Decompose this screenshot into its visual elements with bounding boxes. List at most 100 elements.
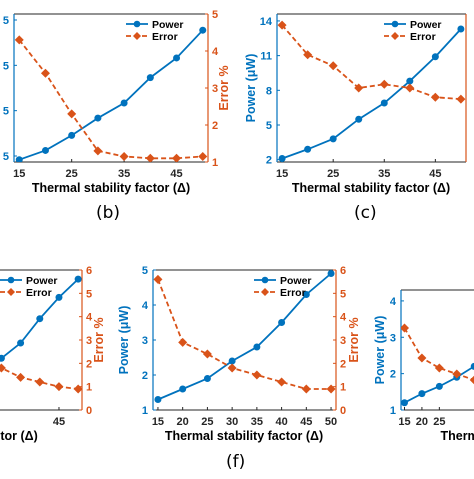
series-line-b-power [18, 29, 204, 161]
legend-marker-e-0 [7, 276, 15, 284]
point-e-power-4 [17, 339, 25, 347]
point-e-error-7 [73, 384, 82, 394]
point-f-power-2 [203, 375, 211, 382]
y-right-tick-label-f-4: 4 [340, 312, 347, 324]
y-left-tick-label-b-2: 5 [3, 60, 9, 72]
legend-label-f-1: Error [280, 287, 306, 299]
y-right-tick-label-b-0: 1 [212, 157, 218, 169]
point-f-power-3 [228, 357, 236, 365]
y-right-label-e: Error % [92, 317, 106, 362]
point-f-error-1 [178, 337, 188, 347]
y-left-tick-label-b-0: 5 [3, 151, 9, 163]
legend-marker-f-1 [261, 288, 269, 296]
y-left-tick-label-b-3: 5 [3, 15, 9, 27]
point-g-error-4 [469, 375, 474, 385]
point-c-error-7 [456, 94, 466, 104]
y-left-tick-label-g-3: 4 [390, 296, 397, 308]
x-tick-label-f-5: 40 [275, 416, 287, 428]
x-tick-label-g-2: 25 [433, 416, 445, 428]
point-c-error-1 [303, 50, 313, 60]
legend-marker-f-0 [261, 276, 269, 284]
legend-label-c-1: Error [410, 31, 436, 43]
x-tick-label-f-6: 45 [300, 416, 312, 428]
point-e-error-4 [16, 372, 26, 382]
point-c-power-0 [278, 155, 286, 162]
x-tick-label-f-0: 15 [152, 416, 164, 428]
y-right-tick-label-f-2: 2 [340, 358, 346, 370]
point-f-power-6 [302, 291, 310, 298]
y-right-tick-label-f-1: 1 [340, 382, 346, 394]
point-f-power-1 [179, 385, 187, 393]
x-axis-label-b: Thermal stability factor (Δ) [32, 181, 190, 195]
point-b-error-0 [14, 35, 24, 45]
legend-label-e-1: Error [26, 287, 52, 299]
point-f-power-4 [253, 343, 261, 351]
y-left-tick-label-c-0: 2 [266, 155, 272, 167]
x-tick-label-b-1: 25 [66, 168, 78, 180]
x-tick-label-f-7: 50 [325, 416, 337, 428]
y-left-tick-label-f-2: 3 [142, 335, 148, 347]
series-line-e-power [0, 278, 79, 361]
point-b-power-0 [15, 156, 23, 162]
point-g-power-0 [401, 399, 408, 407]
x-axis-label-c: Thermal stability factor (Δ) [292, 181, 450, 195]
point-e-error-6 [54, 382, 64, 392]
y-right-label-b: Error % [217, 65, 231, 110]
caption-b: (b) [96, 203, 121, 223]
point-c-error-4 [379, 79, 389, 89]
legend-marker-e-1 [7, 288, 15, 296]
x-tick-label-b-0: 15 [13, 168, 25, 180]
point-c-power-4 [380, 99, 388, 107]
point-f-power-5 [278, 319, 286, 326]
y-left-tick-label-b-1: 5 [3, 106, 9, 118]
point-b-power-2 [68, 131, 76, 139]
point-e-power-3 [0, 354, 5, 362]
point-b-power-3 [94, 114, 102, 122]
point-c-power-3 [355, 115, 363, 123]
legend-label-c-0: Power [410, 19, 442, 31]
point-f-error-2 [202, 349, 212, 359]
point-e-power-5 [36, 315, 44, 323]
legend-label-b-0: Power [152, 19, 184, 31]
x-tick-label-c-0: 15 [276, 168, 288, 180]
y-right-tick-label-f-5: 5 [340, 288, 346, 300]
point-c-power-6 [431, 53, 439, 61]
y-left-tick-label-f-0: 1 [142, 405, 148, 417]
x-tick-label-b-3: 45 [170, 168, 182, 180]
point-g-error-0 [401, 323, 409, 333]
series-line-c-power [281, 28, 462, 160]
y-right-tick-label-f-3: 3 [340, 335, 346, 347]
y-left-label-c: Power (μW) [244, 54, 258, 123]
y-right-tick-label-e-4: 4 [86, 312, 93, 324]
y-left-label-g: Power (μW) [373, 316, 387, 385]
point-f-power-0 [154, 396, 162, 403]
point-b-error-7 [198, 151, 208, 161]
y-right-tick-label-b-2: 3 [212, 83, 218, 95]
x-tick-label-g-1: 20 [416, 416, 428, 428]
y-right-label-f: Error % [347, 317, 361, 362]
point-g-error-1 [417, 353, 427, 363]
y-right-tick-label-b-1: 2 [212, 120, 218, 132]
chart-g: 15 20 25 1 2 3 4 Thermal s Power (μW) [373, 289, 474, 443]
point-f-error-0 [153, 274, 163, 284]
series-line-g-error [403, 327, 474, 381]
point-c-error-3 [354, 83, 364, 93]
point-b-error-3 [93, 146, 103, 156]
x-tick-label-c-2: 35 [378, 168, 390, 180]
legend-marker-c-1 [391, 32, 399, 40]
point-f-error-4 [252, 370, 262, 380]
point-b-power-6 [173, 54, 181, 62]
x-tick-label-f-2: 25 [201, 416, 213, 428]
point-f-error-7 [326, 384, 336, 394]
y-right-tick-label-e-3: 3 [86, 335, 92, 347]
point-c-power-5 [406, 77, 414, 85]
y-left-tick-label-f-4: 5 [142, 265, 148, 277]
point-g-power-1 [418, 390, 426, 398]
